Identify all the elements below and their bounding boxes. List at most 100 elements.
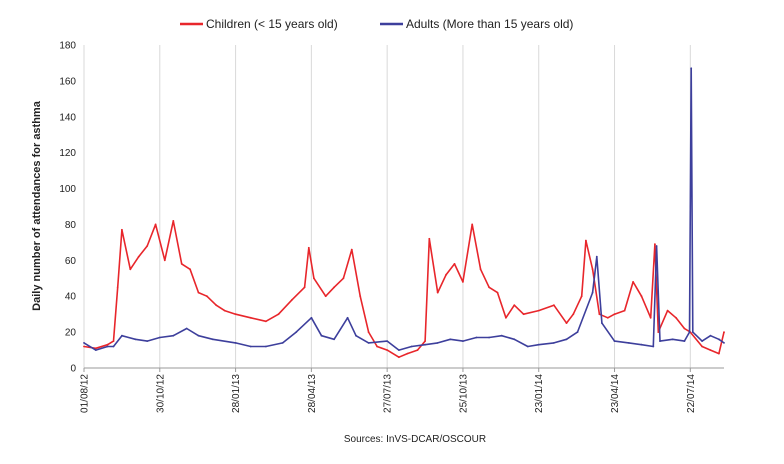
data-point bbox=[591, 268, 594, 271]
data-point bbox=[94, 347, 97, 350]
data-point bbox=[355, 334, 357, 337]
data-point bbox=[249, 316, 252, 319]
data-point bbox=[666, 309, 669, 312]
legend: Children (< 15 years old) Adults (More t… bbox=[180, 17, 573, 31]
data-point bbox=[386, 349, 389, 351]
data-point bbox=[462, 281, 464, 283]
data-point bbox=[367, 342, 370, 344]
data-point bbox=[249, 345, 252, 348]
y-tick-label: 160 bbox=[59, 76, 76, 87]
data-point bbox=[310, 316, 313, 319]
data-point bbox=[595, 255, 598, 258]
data-point bbox=[313, 277, 315, 280]
data-point bbox=[342, 277, 345, 280]
data-point bbox=[106, 345, 109, 348]
data-point bbox=[565, 338, 568, 341]
y-tick-label: 60 bbox=[65, 256, 77, 267]
data-point bbox=[121, 334, 123, 337]
data-point bbox=[158, 336, 161, 339]
data-point bbox=[197, 291, 200, 294]
data-point bbox=[134, 338, 137, 341]
data-point bbox=[475, 336, 478, 339]
data-point bbox=[291, 298, 293, 301]
data-point bbox=[146, 245, 149, 247]
data-point bbox=[553, 304, 555, 307]
data-point bbox=[691, 331, 694, 333]
data-point bbox=[350, 248, 353, 251]
data-point bbox=[112, 345, 115, 348]
data-point bbox=[462, 340, 464, 342]
data-point bbox=[627, 342, 630, 344]
data-point bbox=[376, 345, 378, 348]
y-tick-label: 120 bbox=[59, 148, 76, 159]
x-tick-label: 25/10/13 bbox=[458, 374, 469, 413]
data-point bbox=[537, 343, 540, 346]
y-tick-label: 20 bbox=[65, 328, 77, 339]
y-tick-label: 180 bbox=[59, 41, 76, 52]
data-point bbox=[537, 309, 540, 312]
data-point bbox=[367, 331, 370, 333]
data-point bbox=[675, 316, 677, 319]
data-point bbox=[83, 342, 85, 344]
data-point bbox=[657, 331, 660, 333]
data-point bbox=[488, 286, 490, 289]
data-point bbox=[709, 334, 712, 337]
data-point bbox=[416, 349, 419, 351]
data-point bbox=[632, 281, 634, 283]
data-point bbox=[479, 268, 482, 271]
data-point bbox=[265, 320, 267, 323]
data-point bbox=[671, 338, 674, 341]
x-tick-label: 30/10/12 bbox=[155, 374, 166, 413]
legend-label-children: Children (< 15 years old) bbox=[206, 17, 338, 31]
data-point bbox=[163, 259, 166, 262]
adults-series-line bbox=[83, 67, 725, 351]
data-point bbox=[137, 255, 140, 258]
data-point bbox=[116, 286, 119, 289]
x-tick-label: 28/01/13 bbox=[231, 374, 242, 413]
y-tick-label: 40 bbox=[65, 292, 77, 303]
gridlines bbox=[83, 45, 691, 368]
data-point bbox=[471, 223, 474, 226]
data-point bbox=[659, 340, 661, 342]
data-point bbox=[690, 67, 693, 70]
data-point bbox=[121, 228, 123, 231]
data-point bbox=[436, 342, 439, 344]
data-point bbox=[640, 343, 643, 346]
data-point bbox=[359, 295, 362, 298]
data-point bbox=[215, 304, 218, 307]
data-point bbox=[683, 327, 686, 330]
data-point bbox=[146, 340, 149, 342]
data-point bbox=[94, 349, 97, 351]
children-series-line bbox=[83, 220, 725, 359]
legend-label-adults: Adults (More than 15 years old) bbox=[406, 17, 573, 31]
data-point bbox=[424, 343, 426, 346]
data-point bbox=[307, 246, 310, 249]
data-point bbox=[410, 345, 413, 348]
y-tick-label: 0 bbox=[70, 364, 76, 375]
data-point bbox=[129, 268, 132, 271]
data-point bbox=[496, 291, 499, 294]
data-point bbox=[154, 223, 157, 226]
data-point bbox=[580, 295, 583, 298]
data-point bbox=[172, 220, 175, 222]
data-point bbox=[320, 334, 323, 337]
data-point bbox=[83, 345, 85, 348]
data-point bbox=[701, 340, 703, 342]
data-point bbox=[718, 338, 720, 341]
data-point bbox=[723, 331, 725, 333]
data-point bbox=[683, 340, 686, 342]
data-point bbox=[553, 342, 555, 344]
data-point bbox=[172, 334, 175, 337]
x-tick-label: 28/04/13 bbox=[307, 374, 318, 413]
data-point bbox=[623, 309, 626, 312]
data-point bbox=[386, 340, 389, 342]
data-point bbox=[346, 316, 349, 319]
source-caption: Sources: InVS-DCAR/OSCOUR bbox=[344, 434, 486, 445]
data-point bbox=[180, 263, 183, 265]
data-point bbox=[655, 245, 658, 247]
y-axis-label: Daily number of attendances for asthma bbox=[31, 100, 43, 311]
data-point bbox=[613, 313, 616, 316]
data-point bbox=[185, 327, 188, 330]
data-point bbox=[513, 338, 516, 341]
